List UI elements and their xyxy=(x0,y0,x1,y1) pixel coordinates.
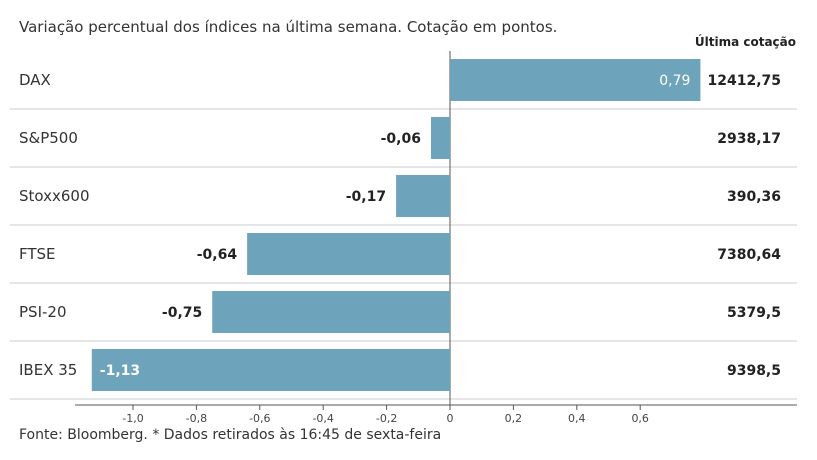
x-tick-label: 0 xyxy=(447,412,454,425)
category-label: Stoxx600 xyxy=(19,187,90,205)
last-quote-value: 12412,75 xyxy=(707,73,781,89)
category-label: FTSE xyxy=(19,245,56,263)
x-tick-label: -0,6 xyxy=(249,412,270,425)
x-tick-label: 0,6 xyxy=(631,412,649,425)
value-label: -0,06 xyxy=(381,131,421,147)
last-quote-value: 5379,5 xyxy=(727,305,781,321)
bar xyxy=(212,291,450,333)
bar xyxy=(396,175,450,217)
x-tick-label: -0,4 xyxy=(312,412,333,425)
x-tick-label: -0,2 xyxy=(376,412,397,425)
value-label: -0,75 xyxy=(162,305,202,321)
x-tick-label: -0,8 xyxy=(186,412,207,425)
category-label: IBEX 35 xyxy=(19,361,77,379)
value-label: -0,64 xyxy=(197,247,238,263)
last-quote-value: 2938,17 xyxy=(717,131,781,147)
last-quote-value: 390,36 xyxy=(727,189,781,205)
x-tick-label: 0,4 xyxy=(568,412,586,425)
bar xyxy=(430,117,450,159)
value-label: 0,79 xyxy=(659,73,690,89)
bar xyxy=(450,59,701,101)
last-quote-column-title: Última cotação xyxy=(694,35,796,49)
value-label: -1,13 xyxy=(100,363,140,379)
category-label: PSI-20 xyxy=(19,303,67,321)
bar xyxy=(247,233,450,275)
bar xyxy=(91,349,450,391)
category-label: S&P500 xyxy=(19,129,78,147)
chart-subtitle: Variação percentual dos índices na últim… xyxy=(19,18,558,36)
x-tick-label: -1,0 xyxy=(122,412,143,425)
source-note: Fonte: Bloomberg. * Dados retirados às 1… xyxy=(19,427,442,443)
category-label: DAX xyxy=(19,71,51,89)
x-tick-label: 0,2 xyxy=(505,412,523,425)
last-quote-value: 9398,5 xyxy=(727,363,781,379)
last-quote-value: 7380,64 xyxy=(717,247,781,263)
value-label: -0,17 xyxy=(346,189,386,205)
